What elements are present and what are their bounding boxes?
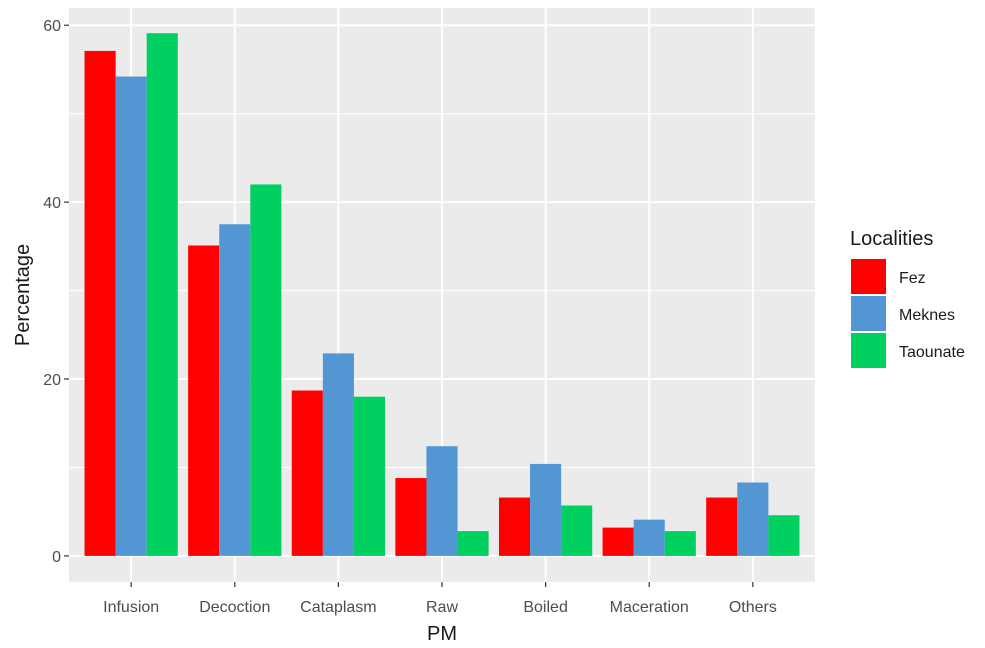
x-tick-label: Cataplasm bbox=[300, 599, 376, 616]
legend-key-meknes bbox=[851, 296, 886, 331]
bar-meknes-cataplasm bbox=[322, 353, 354, 556]
bar-fez-cataplasm bbox=[291, 390, 323, 556]
bar-meknes-others bbox=[737, 482, 769, 556]
y-tick-label: 20 bbox=[43, 372, 61, 389]
x-axis: Infusion Decoction Cataplasm Raw Boiled Macer… bbox=[103, 582, 777, 616]
y-tick-label: 40 bbox=[43, 195, 61, 212]
x-tick-label: Others bbox=[729, 599, 777, 616]
x-tick-label: Raw bbox=[426, 599, 458, 616]
bar-fez-decoction bbox=[188, 245, 220, 556]
bar-taounate-others bbox=[768, 515, 800, 556]
legend-label-fez: Fez bbox=[899, 270, 926, 287]
bar-taounate-maceration bbox=[664, 531, 696, 556]
x-axis-title: PM bbox=[427, 623, 457, 645]
x-tick-label: Infusion bbox=[103, 599, 159, 616]
legend-label-taounate: Taounate bbox=[899, 344, 965, 361]
bar-fez-infusion bbox=[84, 50, 116, 556]
bar-taounate-cataplasm bbox=[353, 396, 386, 556]
bar-meknes-boiled bbox=[530, 463, 562, 556]
bar-taounate-infusion bbox=[146, 33, 178, 556]
legend-key-fez bbox=[851, 259, 886, 294]
x-tick-label: Boiled bbox=[523, 599, 567, 616]
y-axis-title: Percentage bbox=[12, 244, 34, 346]
bar-meknes-infusion bbox=[115, 76, 147, 556]
x-tick-label: Decoction bbox=[199, 599, 270, 616]
bar-fez-maceration bbox=[602, 527, 634, 556]
legend: Localities Fez Meknes Taounate bbox=[850, 228, 965, 368]
bar-meknes-raw bbox=[426, 446, 458, 556]
legend-label-meknes: Meknes bbox=[899, 307, 955, 324]
legend-title: Localities bbox=[850, 228, 933, 250]
bar-taounate-decoction bbox=[250, 184, 282, 556]
bar-meknes-maceration bbox=[633, 519, 665, 556]
bar-fez-raw bbox=[395, 478, 427, 556]
x-tick-label: Maceration bbox=[610, 599, 689, 616]
bar-taounate-boiled bbox=[561, 505, 593, 556]
bar-fez-boiled bbox=[498, 497, 531, 556]
bars bbox=[84, 33, 800, 556]
legend-key-taounate bbox=[851, 333, 886, 368]
y-tick-label: 0 bbox=[52, 549, 61, 566]
y-axis: 0 20 40 60 bbox=[43, 18, 69, 566]
y-tick-label: 60 bbox=[43, 18, 61, 35]
bar-fez-others bbox=[706, 497, 738, 556]
bar-taounate-raw bbox=[457, 531, 489, 556]
bar-meknes-decoction bbox=[219, 224, 251, 556]
